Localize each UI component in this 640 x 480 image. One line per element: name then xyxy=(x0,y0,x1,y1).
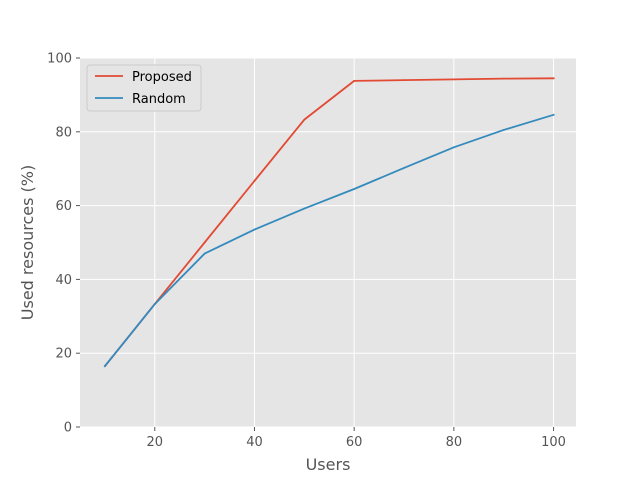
data-point-random xyxy=(203,252,206,255)
data-point-random xyxy=(353,188,356,190)
legend-label-random: Random xyxy=(132,92,186,107)
data-point-random xyxy=(502,129,505,131)
data-point-proposed xyxy=(303,118,306,121)
x-tick-label: 80 xyxy=(446,435,463,450)
y-axis-label: Used resources (%) xyxy=(18,165,37,320)
series-line-random xyxy=(103,113,555,368)
x-axis-label: Users xyxy=(306,455,351,474)
data-point-proposed xyxy=(203,241,206,244)
legend-label-proposed: Proposed xyxy=(132,70,192,85)
data-point-proposed xyxy=(403,79,405,82)
x-tick-label: 40 xyxy=(246,435,263,450)
series-layer xyxy=(103,77,555,368)
data-point-random xyxy=(403,167,405,169)
data-point-proposed xyxy=(452,78,455,81)
data-point-random xyxy=(552,113,555,116)
data-point-proposed xyxy=(253,179,256,182)
data-point-random xyxy=(303,207,306,210)
data-point-random xyxy=(153,303,156,306)
data-point-random xyxy=(452,146,455,149)
plot-area xyxy=(80,58,576,427)
x-tick-label: 60 xyxy=(346,435,363,450)
y-tick-label: 0 xyxy=(64,421,72,436)
grid xyxy=(80,57,576,428)
data-point-proposed xyxy=(353,79,356,82)
legend: Proposed Random xyxy=(86,64,202,112)
y-tick-label: 40 xyxy=(55,273,72,288)
x-tick-label: 100 xyxy=(541,435,566,450)
data-point-proposed xyxy=(502,77,505,80)
y-tick-label: 60 xyxy=(55,199,72,214)
y-tick-label: 100 xyxy=(47,52,72,67)
ticks: 20 40 60 80 100 0 20 40 60 80 100 xyxy=(47,52,566,451)
data-point-proposed xyxy=(552,77,555,80)
data-point-random xyxy=(253,228,256,231)
data-point-random xyxy=(104,365,106,368)
y-tick-label: 20 xyxy=(55,347,72,362)
x-tick-label: 20 xyxy=(147,435,164,450)
series-line-proposed xyxy=(103,77,555,368)
y-tick-label: 80 xyxy=(55,125,72,140)
